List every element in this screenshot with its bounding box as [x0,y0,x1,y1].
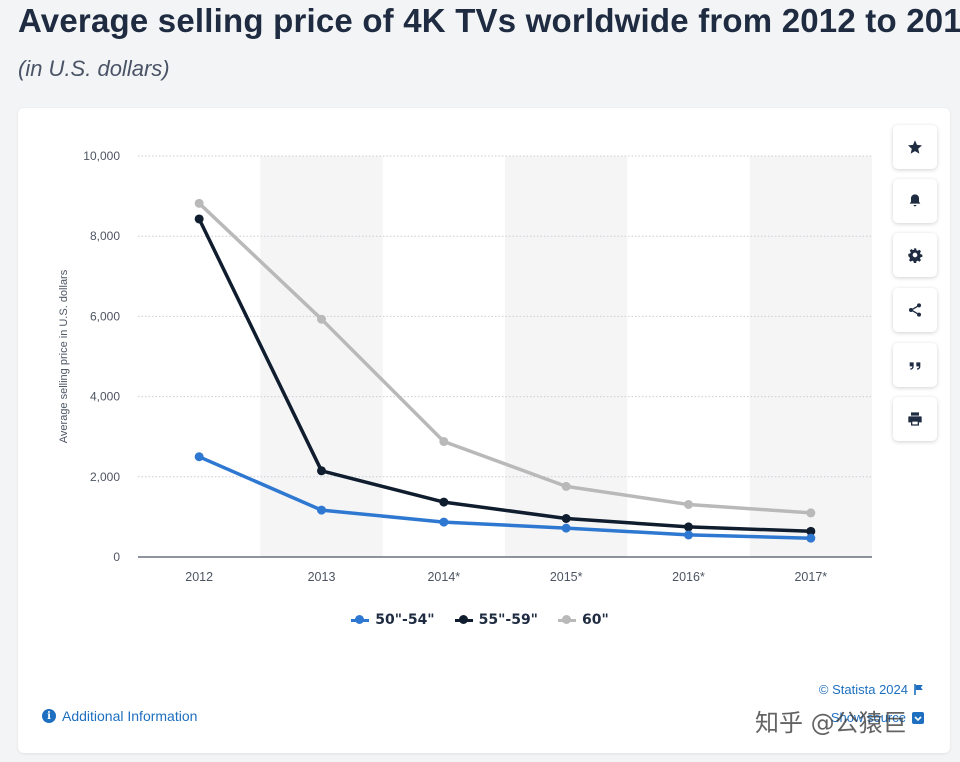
data-point [561,523,571,533]
bell-icon [909,194,921,207]
data-point [439,437,449,447]
y-tick-label: 0 [113,550,120,564]
gear-icon [908,248,923,263]
copyright-label: © Statista 2024 [818,682,908,697]
data-point [561,481,571,491]
data-point [194,198,204,208]
flag-icon [914,684,923,695]
data-point [439,517,449,527]
series-line [197,201,813,515]
legend-item-55-59[interactable]: 55"-59" [454,612,538,628]
x-tick-label: 2015* [550,570,583,584]
chart-legend: 50"-54" 55"-59" 60" [0,612,960,628]
x-tick-label: 2012 [185,570,213,584]
chevron-down-icon [912,711,924,724]
copyright-link[interactable]: © Statista 2024 [819,682,924,697]
legend-item-50-54[interactable]: 50"-54" [351,612,435,628]
data-point [317,505,326,515]
data-point [684,499,693,509]
legend-marker [351,615,370,625]
print-icon [908,412,922,426]
series-line [197,217,813,534]
y-axis-label: Average selling price in U.S. dollars [58,269,70,443]
data-point [684,530,693,540]
legend-marker [454,615,473,625]
quote-icon [909,362,921,370]
legend-item-60[interactable]: 60" [557,612,609,628]
column-band [749,156,872,557]
legend-label: 60" [581,612,609,628]
x-tick-label: 2017* [794,570,827,584]
data-point [806,526,816,536]
y-tick-label: 10,000 [83,149,120,163]
data-point [806,508,816,518]
share-icon [909,303,921,317]
watermark: 知乎 @公猿巨 [755,709,907,737]
x-tick-label: 2013 [308,570,336,584]
data-point [439,497,449,507]
legend-label: 55"-59" [478,612,538,628]
data-point [317,314,326,324]
show-source-label: Show source [830,710,906,725]
series-line [197,455,813,540]
data-point [806,533,816,543]
y-tick-label: 4,000 [90,390,120,404]
data-point [684,522,693,532]
share-button[interactable] [893,288,937,332]
additional-information-link[interactable]: i Additional Information [42,708,197,724]
column-band [505,156,628,557]
chart-title: Average selling price of 4K TVs worldwid… [18,2,960,39]
data-point [194,452,204,462]
data-point [317,466,326,476]
chart-subtitle: (in U.S. dollars) [18,56,170,81]
y-tick-label: 2,000 [90,470,120,484]
additional-information-label: Additional Information [62,708,198,724]
column-band [260,156,383,557]
legend-marker [557,615,576,625]
print-button[interactable] [893,397,937,441]
cite-button[interactable] [893,343,937,387]
show-source-link[interactable]: Show source [831,710,924,725]
x-tick-label: 2014* [427,570,460,584]
data-point [194,214,204,224]
favorite-button[interactable] [893,125,937,169]
info-icon: i [42,709,56,723]
data-point [561,514,571,524]
settings-button[interactable] [893,233,937,277]
notification-button[interactable] [893,179,937,223]
legend-label: 50"-54" [375,612,435,628]
y-tick-label: 8,000 [90,229,120,243]
x-tick-label: 2016* [672,570,705,584]
star-icon [908,140,922,154]
y-tick-label: 6,000 [90,309,120,323]
